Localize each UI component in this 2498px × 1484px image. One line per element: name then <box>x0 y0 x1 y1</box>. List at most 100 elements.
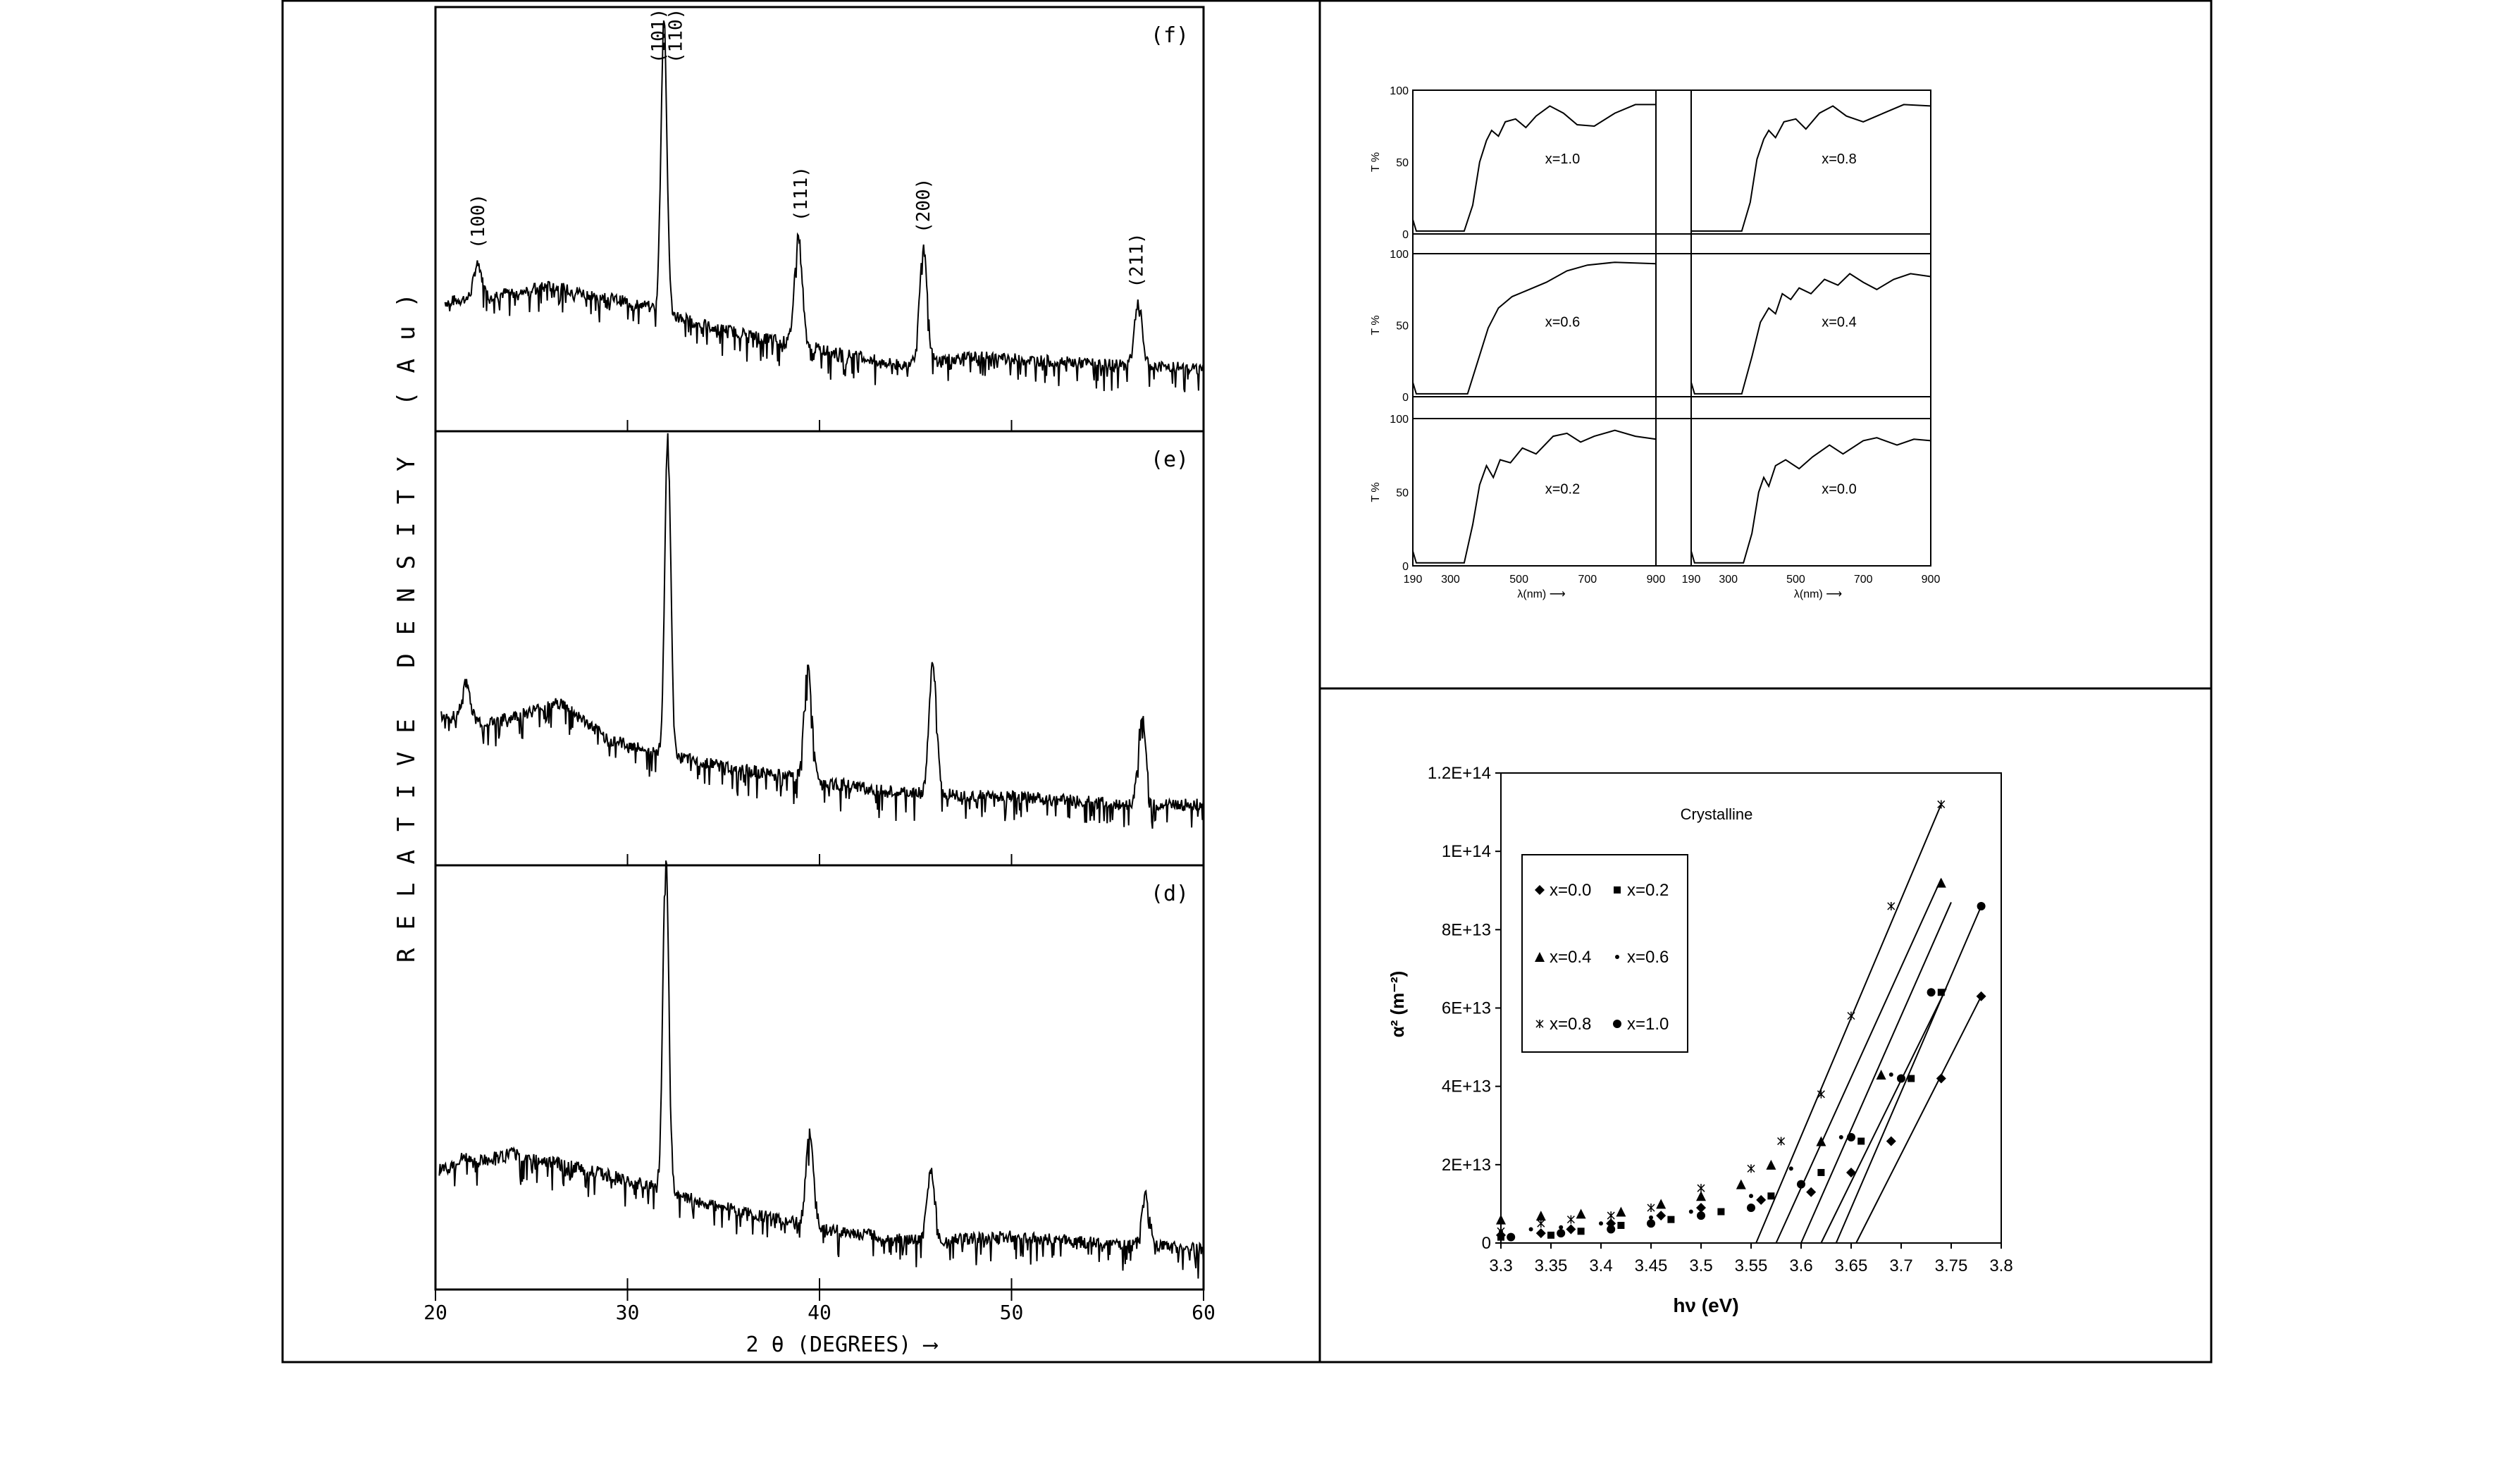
tauc-fit-line <box>1835 905 1982 1244</box>
transmission-y-tick-label: 100 <box>1390 414 1409 426</box>
transmission-x-tick-label: 900 <box>1922 574 1941 586</box>
transmission-x-axis-label: λ(nm) ⟶ <box>1517 588 1565 600</box>
transmission-subplot-label: x=0.6 <box>1545 315 1580 330</box>
tauc-point <box>1838 1134 1843 1139</box>
tauc-x-tick-label: 3.5 <box>1689 1256 1712 1275</box>
tauc-point <box>1747 1203 1755 1212</box>
xrd-x-axis: 20 30 40 50 60 <box>423 420 1216 1324</box>
transmission-x-tick-label: 190 <box>1682 574 1701 586</box>
transmission-curve <box>1412 261 1657 395</box>
xrd-peak-label: (211) <box>1127 233 1148 287</box>
tauc-x-tick-label: 3.6 <box>1789 1256 1812 1275</box>
transmission-y-axis-label: T % <box>1370 482 1382 502</box>
tauc-point <box>1937 800 1946 809</box>
tauc-legend-label: x=0.4 <box>1550 948 1591 967</box>
tauc-point <box>1566 1224 1576 1235</box>
xrd-peak-label: (100) <box>468 194 489 249</box>
tauc-y-axis-label: α² (m⁻²) <box>1387 971 1408 1038</box>
tauc-point <box>1497 1227 1505 1236</box>
tauc-point <box>1846 1167 1856 1177</box>
xrd-peak-label: (111) <box>791 166 812 221</box>
tauc-point <box>1888 1072 1893 1077</box>
tauc-point <box>1528 1227 1533 1232</box>
xrd-x-axis-label: 2 θ (DEGREES) ⟶ <box>746 1332 939 1357</box>
transmission-curve <box>1690 437 1931 564</box>
tauc-point <box>1697 1211 1705 1220</box>
transmission-x-tick-label: 190 <box>1404 574 1423 586</box>
transmission-chart: x=1.0 0 50 100 T % x=0.8 x=0.6 0 50 100 T % x=0.4 x=… <box>1370 85 1940 600</box>
tauc-point <box>1749 1194 1753 1199</box>
tauc-point <box>1667 1216 1675 1223</box>
tauc-point <box>1614 886 1621 894</box>
tauc-point <box>1559 1225 1564 1230</box>
tauc-point <box>1816 1136 1826 1146</box>
transmission-subplot-label: x=0.8 <box>1822 152 1856 167</box>
tauc-point <box>1647 1219 1655 1228</box>
tauc-point <box>1876 1069 1886 1080</box>
tauc-legend-label: x=0.2 <box>1627 881 1669 900</box>
xrd-panel-label: (f) <box>1151 23 1189 48</box>
xrd-panel-label: (e) <box>1151 447 1189 472</box>
tauc-x-tick-label: 3.55 <box>1735 1256 1768 1275</box>
tauc-y-tick-label: 1.2E+14 <box>1428 764 1491 783</box>
tauc-point <box>1937 989 1945 996</box>
tauc-point <box>1647 1203 1655 1212</box>
tauc-point <box>1599 1221 1603 1226</box>
tauc-point <box>1847 1132 1855 1142</box>
tauc-point <box>1615 955 1619 959</box>
transmission-y-tick-label: 50 <box>1396 488 1409 500</box>
xrd-tick-label: 20 <box>423 1301 447 1324</box>
tauc-point <box>1649 1215 1653 1220</box>
xrd-trace <box>440 433 1204 829</box>
transmission-x-tick-label: 500 <box>1509 574 1528 586</box>
tauc-point <box>1806 1187 1817 1197</box>
tauc-point <box>1907 1075 1915 1082</box>
tauc-point <box>1535 1020 1544 1028</box>
tauc-point <box>1817 1168 1825 1176</box>
transmission-subplot-label: x=0.0 <box>1822 482 1856 497</box>
tauc-point <box>1535 1211 1546 1221</box>
xrd-panel-label: (d) <box>1151 882 1189 906</box>
xrd-trace <box>444 21 1204 392</box>
tauc-legend-label: x=0.6 <box>1627 948 1669 967</box>
xrd-peak-label: (200) <box>913 178 934 233</box>
tauc-point <box>1617 1221 1625 1229</box>
tauc-point <box>1656 1199 1667 1209</box>
tauc-y-tick-label: 6E+13 <box>1442 999 1491 1018</box>
tauc-title: Crystalline <box>1681 805 1753 823</box>
tauc-point <box>1696 1202 1706 1213</box>
xrd-peak-labels: (100) (101)(110) (111) (200) (211) <box>468 8 1148 288</box>
tauc-point <box>1936 877 1946 888</box>
tauc-x-tick-label: 3.3 <box>1489 1256 1512 1275</box>
xrd-peak-label: (101) <box>648 8 669 63</box>
transmission-x-tick-label: 500 <box>1786 574 1805 586</box>
tauc-point <box>1547 1231 1554 1239</box>
tauc-y-tick-label: 0 <box>1482 1234 1491 1253</box>
tauc-point <box>1497 1233 1504 1241</box>
tauc-x-tick-label: 3.7 <box>1889 1256 1912 1275</box>
tauc-x-tick-label: 3.75 <box>1935 1256 1968 1275</box>
tauc-legend-label: x=1.0 <box>1627 1015 1669 1034</box>
tauc-point <box>1537 1219 1545 1228</box>
tauc-point <box>1976 991 1986 1001</box>
transmission-subplot-label: x=1.0 <box>1545 152 1580 167</box>
tauc-point <box>1797 1180 1805 1189</box>
tauc-point <box>1736 1179 1746 1189</box>
tauc-point <box>1766 1159 1776 1170</box>
tauc-point <box>1927 988 1936 997</box>
tauc-x-axis-label: hν (eV) <box>1673 1294 1738 1316</box>
transmission-curve <box>1412 429 1657 564</box>
tauc-y-tick-label: 2E+13 <box>1442 1156 1491 1175</box>
xrd-chart: (f) (e) (d) 20 30 40 50 60 (100) (101)(110) (111… <box>392 6 1216 1357</box>
tauc-point <box>1696 1191 1706 1201</box>
tauc-point <box>1535 1228 1546 1239</box>
tauc-point <box>1613 1020 1621 1028</box>
transmission-y-axis-label: T % <box>1370 315 1382 335</box>
tauc-point <box>1496 1214 1506 1225</box>
tauc-fit-line <box>1820 988 1947 1244</box>
tauc-x-tick-label: 3.65 <box>1835 1256 1868 1275</box>
tauc-x-tick-label: 3.45 <box>1635 1256 1668 1275</box>
tauc-x-tick-label: 3.8 <box>1989 1256 2012 1275</box>
tauc-point <box>1788 1166 1793 1171</box>
tauc-y-tick-label: 1E+14 <box>1442 842 1491 861</box>
